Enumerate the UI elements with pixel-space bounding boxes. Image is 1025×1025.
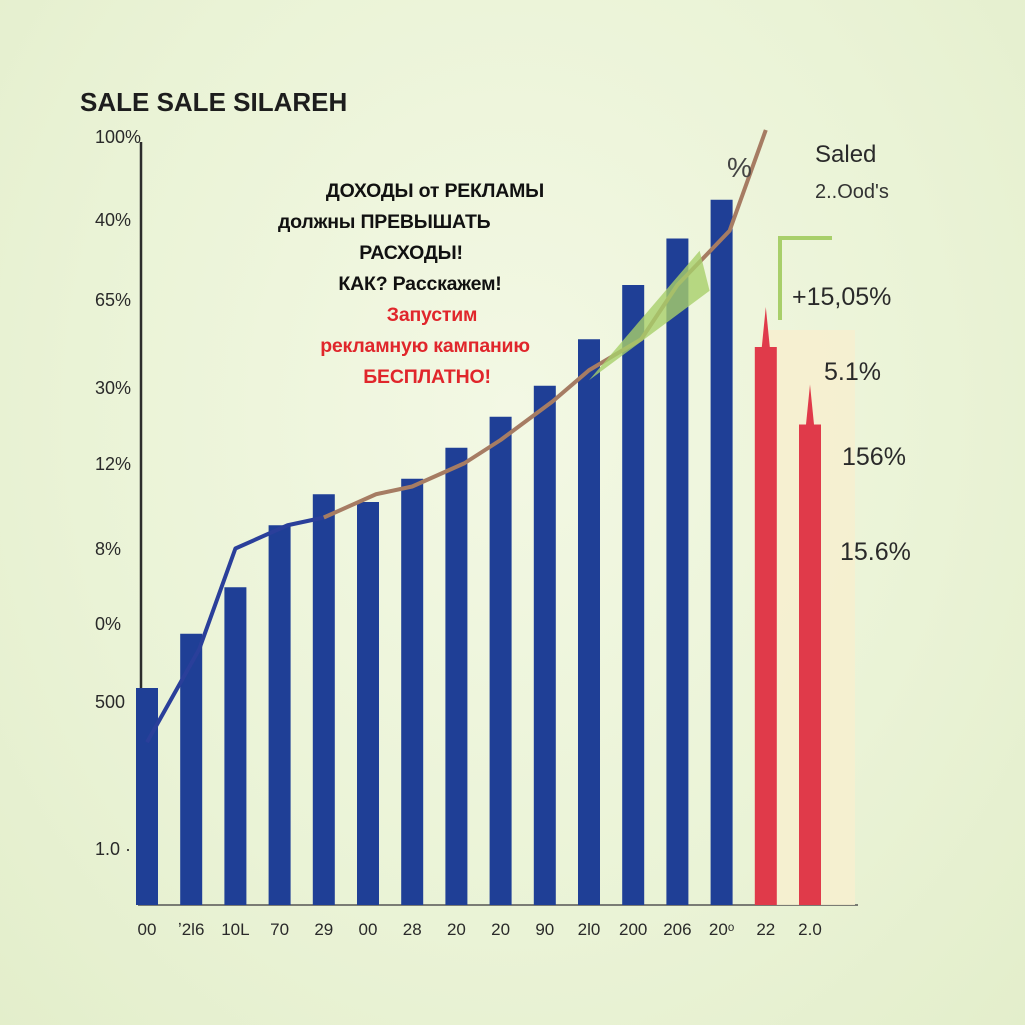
x-tick-label-12: 206 bbox=[663, 920, 691, 939]
x-tick-label-8: 20 bbox=[491, 920, 510, 939]
bar-1 bbox=[180, 633, 203, 905]
x-tick-label-5: 00 bbox=[359, 920, 378, 939]
bar-5 bbox=[357, 502, 379, 905]
bar-2 bbox=[224, 587, 247, 905]
x-tick-label-9: 90 bbox=[535, 920, 554, 939]
promo-line-7: БЕСПЛАТНО! bbox=[363, 366, 491, 388]
bar-8 bbox=[489, 416, 512, 905]
y-tick-label-4: 12% bbox=[95, 454, 131, 474]
x-tick-label-13: 20ᵒ bbox=[709, 920, 734, 939]
bar-7 bbox=[445, 447, 468, 905]
x-tick-label-3: 70 bbox=[270, 920, 289, 939]
promo-line-5: Запустим bbox=[386, 304, 478, 326]
y-tick-label-8: 1.0 · bbox=[95, 839, 131, 859]
x-tick-label-2: 10L bbox=[221, 920, 249, 939]
side-label-3: 15.6% bbox=[840, 538, 911, 566]
y-tick-label-0: 100% bbox=[95, 127, 141, 147]
y-tick-label-7: 500 bbox=[95, 692, 125, 712]
bar-9 bbox=[533, 385, 556, 905]
y-tick-label-1: 40% bbox=[95, 210, 131, 230]
bar-spike-14 bbox=[761, 307, 770, 347]
x-tick-label-15: 2.0 bbox=[798, 920, 822, 939]
x-tick-label-14: 22 bbox=[756, 920, 775, 939]
side-label-2: 156% bbox=[842, 443, 906, 471]
x-tick-label-1: ʼ2l6 bbox=[178, 920, 204, 939]
percent-marker: % bbox=[727, 152, 752, 183]
bar-15 bbox=[799, 424, 821, 905]
green-bracket bbox=[778, 236, 832, 320]
trend-line-group bbox=[145, 129, 832, 744]
x-tick-label-0: 00 bbox=[138, 920, 157, 939]
promo-line-2: должны ПРЕВЫШАТЬ bbox=[278, 211, 491, 233]
y-tick-label-3: 30% bbox=[95, 378, 131, 398]
bar-12 bbox=[666, 238, 689, 905]
bar-13 bbox=[710, 199, 733, 905]
x-tick-label-6: 28 bbox=[403, 920, 422, 939]
x-tick-label-10: 2l0 bbox=[578, 920, 601, 939]
bar-10 bbox=[578, 339, 600, 905]
side-label-0: +15,05% bbox=[792, 283, 891, 311]
trend-line-blue bbox=[145, 515, 325, 744]
promo-line-6: рекламную кампанию bbox=[320, 335, 530, 357]
legend-subtitle: 2..Ood's bbox=[815, 181, 889, 203]
bar-11 bbox=[622, 285, 645, 905]
promo-line-4: КАК? Расскажем! bbox=[338, 273, 502, 295]
y-tick-label-5: 8% bbox=[95, 539, 121, 559]
promo-line-3: РАСХОДЫ! bbox=[359, 242, 463, 264]
y-ticks-group: 100% 40% 65% 30% 12% 8% 0% 500 1.0 · bbox=[95, 127, 141, 859]
bar-14 bbox=[754, 347, 777, 905]
x-ticks-group: 00 ʼ2l6 10L 70 29 00 28 20 20 90 2l0 200 206 20ᵒ 22 2.0 bbox=[138, 920, 822, 939]
bar-6 bbox=[401, 478, 424, 905]
x-tick-label-11: 200 bbox=[619, 920, 647, 939]
x-tick-label-7: 20 bbox=[447, 920, 466, 939]
promo-text-block: ДОХОДЫ от РЕКЛАМЫ должны ПРЕВЫШАТЬ РАСХО… bbox=[270, 176, 570, 393]
bar-3 bbox=[268, 525, 291, 905]
promo-line-1: ДОХОДЫ от РЕКЛАМЫ bbox=[325, 180, 545, 202]
bar-0 bbox=[136, 688, 158, 905]
side-label-1: 5.1% bbox=[824, 358, 881, 386]
bars-group bbox=[136, 199, 821, 905]
y-tick-label-2: 65% bbox=[95, 290, 131, 310]
bar-spike-15 bbox=[806, 384, 814, 425]
chart-title: SALE SALE SILAREH bbox=[80, 87, 347, 117]
side-labels-group: +15,05% 5.1% 156% 15.6% bbox=[792, 283, 911, 566]
y-tick-label-6: 0% bbox=[95, 614, 121, 634]
bar-4 bbox=[312, 494, 335, 905]
trend-accent-green bbox=[589, 250, 710, 381]
legend-title: Saled bbox=[815, 141, 876, 168]
x-tick-label-4: 29 bbox=[314, 920, 333, 939]
